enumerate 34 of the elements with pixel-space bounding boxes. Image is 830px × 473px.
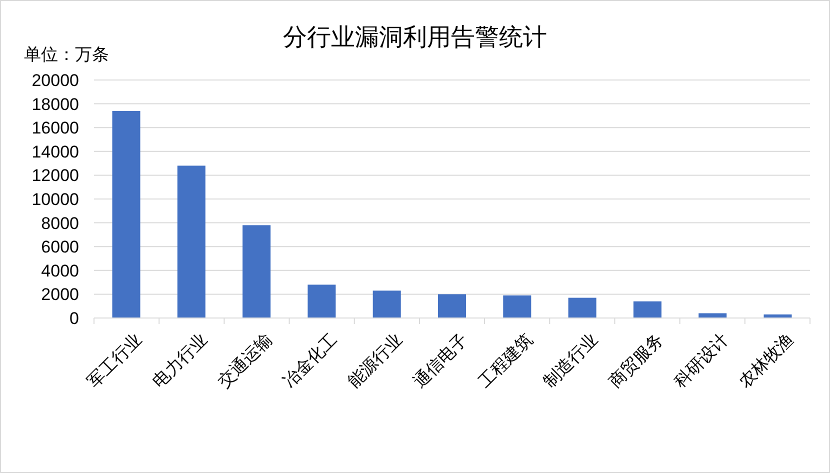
x-tick-label: 能源行业 xyxy=(344,330,406,392)
bar xyxy=(503,295,532,318)
x-tick-label: 电力行业 xyxy=(149,330,211,392)
y-tick-label: 6000 xyxy=(41,238,79,257)
bar xyxy=(177,166,206,318)
x-tick-label: 冶金化工 xyxy=(279,330,341,392)
y-tick-label: 14000 xyxy=(32,142,79,162)
y-axis-title: 单位：万条 xyxy=(24,45,109,64)
y-tick-label: 12000 xyxy=(32,166,79,186)
y-tick-label: 10000 xyxy=(32,190,79,209)
bar xyxy=(242,225,271,318)
x-tick-label: 交通运输 xyxy=(214,330,276,392)
bar xyxy=(372,290,401,318)
bar xyxy=(568,298,596,318)
x-tick-label: 工程建筑 xyxy=(474,330,536,392)
y-tick-label: 18000 xyxy=(32,94,79,114)
y-tick-label: 20000 xyxy=(32,70,79,90)
chart-title: 分行业漏洞利用告警统计 xyxy=(283,24,547,51)
bar xyxy=(112,110,140,318)
y-tick-label: 4000 xyxy=(41,261,79,280)
y-tick-label: 2000 xyxy=(41,285,79,304)
y-tick-label: 0 xyxy=(70,308,79,328)
y-tick-label: 16000 xyxy=(32,118,79,138)
y-tick-label: 8000 xyxy=(41,214,79,233)
bar xyxy=(308,284,336,318)
bar xyxy=(698,313,727,318)
x-tick-label: 商贸服务 xyxy=(605,330,667,392)
bar xyxy=(633,301,662,318)
x-tick-label: 科研设计 xyxy=(670,330,732,392)
bar xyxy=(438,294,466,318)
x-tick-label: 农林牧渔 xyxy=(735,330,797,392)
x-tick-label: 通信电子 xyxy=(410,330,472,392)
x-tick-label: 军工行业 xyxy=(84,330,146,392)
x-tick-label: 制造行业 xyxy=(540,330,602,392)
